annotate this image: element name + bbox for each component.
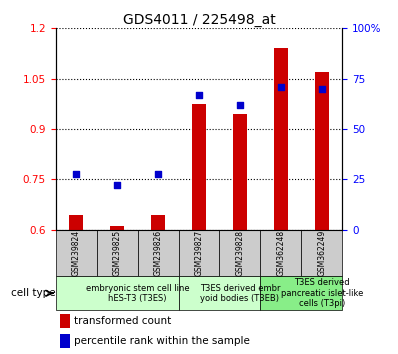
Point <box>278 84 284 90</box>
Text: percentile rank within the sample: percentile rank within the sample <box>74 336 250 347</box>
Bar <box>179 276 260 310</box>
Bar <box>151 215 165 230</box>
Text: GSM239827: GSM239827 <box>195 230 203 276</box>
Bar <box>233 114 247 230</box>
Text: T3ES derived embr
yoid bodies (T3EB): T3ES derived embr yoid bodies (T3EB) <box>200 284 280 303</box>
Bar <box>192 104 206 230</box>
Point <box>237 102 243 108</box>
Text: embryonic stem cell line
hES-T3 (T3ES): embryonic stem cell line hES-T3 (T3ES) <box>86 284 189 303</box>
Point <box>114 183 120 188</box>
Bar <box>56 230 97 276</box>
Text: GSM239828: GSM239828 <box>236 230 244 276</box>
Text: GSM362248: GSM362248 <box>276 230 285 276</box>
Bar <box>56 276 179 310</box>
Bar <box>60 334 70 348</box>
Bar <box>219 230 260 276</box>
Bar <box>260 276 342 310</box>
Bar <box>274 48 288 230</box>
Bar <box>260 230 301 276</box>
Bar <box>138 230 179 276</box>
Point <box>155 171 161 177</box>
Point <box>196 92 202 98</box>
Point <box>319 86 325 92</box>
Bar <box>110 225 124 230</box>
Bar <box>179 230 219 276</box>
Text: T3ES derived
pancreatic islet-like
cells (T3pi): T3ES derived pancreatic islet-like cells… <box>281 278 363 308</box>
Bar <box>97 230 138 276</box>
Text: cell type: cell type <box>11 288 56 298</box>
Text: GSM239825: GSM239825 <box>113 230 122 276</box>
Text: transformed count: transformed count <box>74 316 172 326</box>
Title: GDS4011 / 225498_at: GDS4011 / 225498_at <box>123 13 275 27</box>
Point <box>73 171 79 177</box>
Bar <box>301 230 342 276</box>
Text: GSM239824: GSM239824 <box>72 230 81 276</box>
Text: GSM362249: GSM362249 <box>317 230 326 276</box>
Text: GSM239826: GSM239826 <box>154 230 162 276</box>
Bar <box>69 215 83 230</box>
Bar <box>315 72 329 230</box>
Bar <box>60 314 70 328</box>
